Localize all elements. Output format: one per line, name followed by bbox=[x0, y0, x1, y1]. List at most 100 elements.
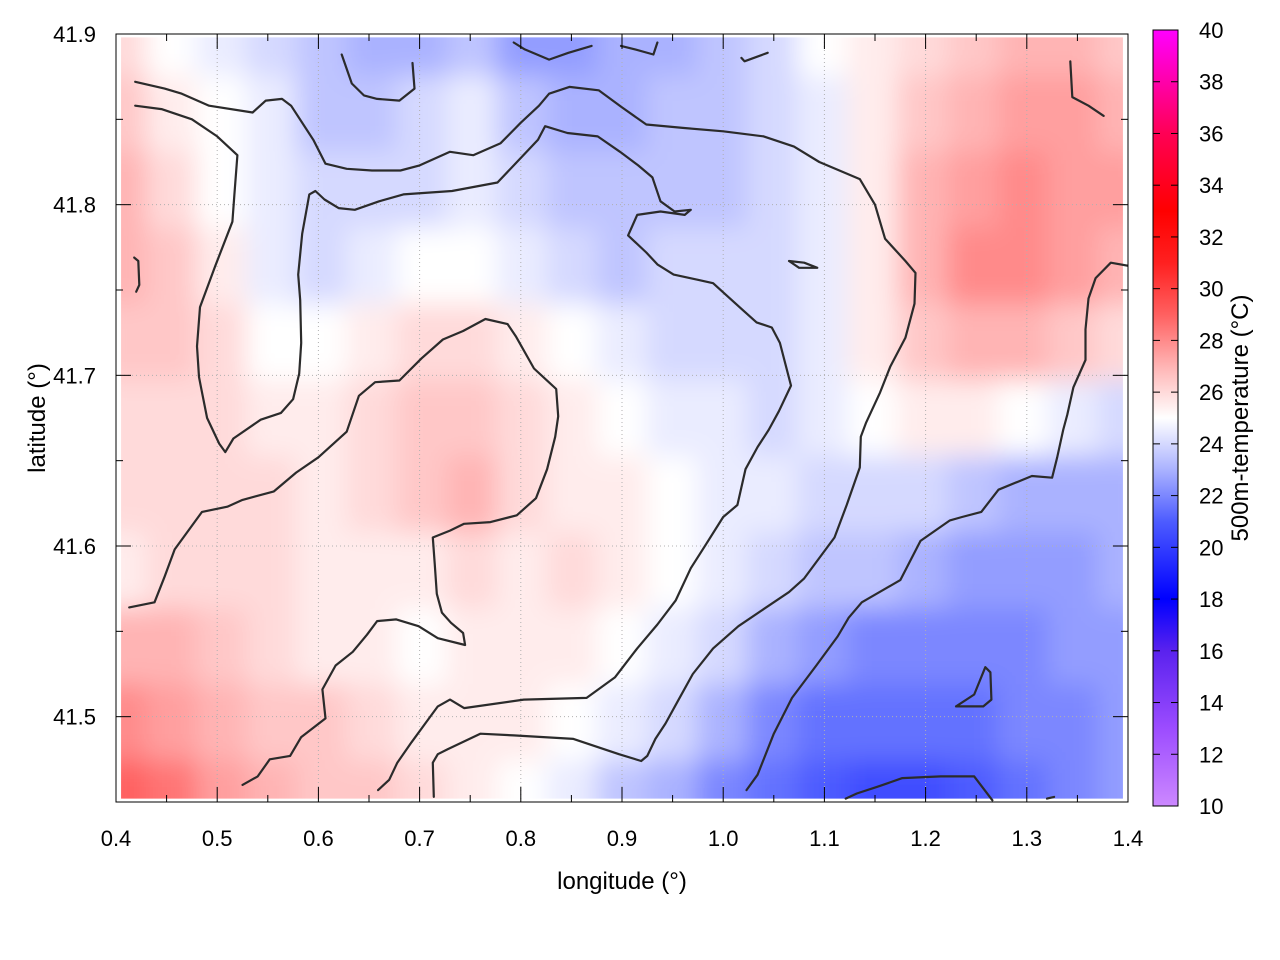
contour-line bbox=[134, 80, 917, 798]
heatmap-cell bbox=[396, 379, 448, 458]
heatmap-cell bbox=[121, 760, 148, 799]
heatmap-cell bbox=[546, 227, 598, 305]
colorbar-tick-label: 38 bbox=[1199, 70, 1223, 95]
heatmap-cell bbox=[496, 303, 548, 381]
heatmap-cell bbox=[647, 760, 699, 799]
heatmap-cell bbox=[1047, 608, 1099, 686]
heatmap-cell bbox=[897, 151, 949, 229]
heatmap-cell bbox=[747, 75, 799, 153]
heatmap-cell bbox=[847, 684, 899, 762]
colorbar-tick-label: 22 bbox=[1199, 484, 1223, 509]
heatmap-cell bbox=[396, 532, 448, 610]
y-tick-label: 41.7 bbox=[53, 363, 96, 388]
heatmap-cell bbox=[1047, 37, 1099, 77]
heatmap-cell bbox=[647, 75, 699, 153]
colorbar-tick-label: 40 bbox=[1199, 18, 1223, 43]
heatmap-cell bbox=[747, 456, 799, 534]
heatmap-cell bbox=[747, 151, 799, 229]
heatmap-cell bbox=[747, 760, 799, 799]
colorbar-label: 500m-temperature (°C) bbox=[1227, 294, 1254, 541]
heatmap-cell bbox=[797, 379, 849, 458]
heatmap-cell bbox=[246, 227, 298, 305]
heatmap-cell bbox=[146, 684, 198, 762]
heatmap-cell bbox=[797, 760, 849, 799]
heatmap-cell bbox=[496, 608, 548, 686]
heatmap-cell bbox=[747, 379, 799, 458]
heatmap-cell bbox=[246, 37, 298, 77]
heatmap-cell bbox=[697, 379, 749, 458]
heatmap-cell bbox=[697, 608, 749, 686]
heatmap-cell bbox=[1097, 456, 1123, 534]
colorbar-frame bbox=[1152, 29, 1179, 807]
heatmap-cell bbox=[396, 684, 448, 762]
heatmap-cell bbox=[246, 151, 298, 229]
heatmap-cell bbox=[797, 608, 849, 686]
heatmap-cell bbox=[196, 760, 248, 799]
heatmap-cell bbox=[246, 379, 298, 458]
contour-line bbox=[133, 256, 141, 293]
heatmap-cell bbox=[296, 608, 348, 686]
contour-line bbox=[619, 41, 659, 56]
x-tick-label: 0.5 bbox=[202, 826, 233, 851]
heatmap-cell bbox=[146, 608, 198, 686]
heatmap-cell bbox=[346, 532, 398, 610]
heatmap-cell bbox=[997, 760, 1049, 799]
heatmap-cell bbox=[121, 227, 148, 305]
heatmap-cell bbox=[1047, 760, 1099, 799]
x-tick-label: 0.4 bbox=[101, 826, 132, 851]
heatmap-cell bbox=[897, 456, 949, 534]
heatmap-cell bbox=[947, 227, 999, 305]
axis-ticks bbox=[115, 33, 1129, 803]
heatmap-cell bbox=[496, 456, 548, 534]
heatmap-cell bbox=[947, 75, 999, 153]
heatmap-cell bbox=[897, 75, 949, 153]
heatmap-cell bbox=[897, 227, 949, 305]
heatmap-cell bbox=[346, 303, 398, 381]
heatmap-cell bbox=[797, 532, 849, 610]
heatmap-cell bbox=[647, 608, 699, 686]
heatmap-cell bbox=[496, 75, 548, 153]
heatmap-cell bbox=[246, 760, 298, 799]
heatmap-cell bbox=[647, 456, 699, 534]
heatmap-cell bbox=[1047, 684, 1099, 762]
heatmap-cell bbox=[947, 456, 999, 534]
heatmap-cell bbox=[1047, 379, 1099, 458]
heatmap-cell bbox=[797, 227, 849, 305]
heatmap-cell bbox=[1097, 75, 1123, 153]
heatmap-cell bbox=[947, 303, 999, 381]
heatmap-cell bbox=[897, 684, 949, 762]
colorbar-tick-label: 16 bbox=[1199, 639, 1223, 664]
heatmap-cell bbox=[697, 303, 749, 381]
heatmap-cell bbox=[897, 303, 949, 381]
heatmap-cell bbox=[1047, 151, 1099, 229]
heatmap-cell bbox=[847, 151, 899, 229]
heatmap-cell bbox=[847, 760, 899, 799]
heatmap-cell bbox=[997, 456, 1049, 534]
heatmap-cell bbox=[196, 37, 248, 77]
heatmap-cell bbox=[997, 684, 1049, 762]
heatmap-cell bbox=[496, 227, 548, 305]
heatmap-cell bbox=[1047, 75, 1099, 153]
colorbar-tick-label: 10 bbox=[1199, 794, 1223, 819]
heatmap-cell bbox=[546, 608, 598, 686]
heatmap-cell bbox=[346, 684, 398, 762]
heatmap-cell bbox=[997, 75, 1049, 153]
heatmap-cell bbox=[196, 684, 248, 762]
heatmap-cell bbox=[647, 684, 699, 762]
colorbar-tick-label: 20 bbox=[1199, 535, 1223, 560]
heatmap-cell bbox=[847, 303, 899, 381]
y-tick-label: 41.9 bbox=[53, 22, 96, 47]
heatmap-cell bbox=[997, 608, 1049, 686]
colorbar-tick-label: 26 bbox=[1199, 380, 1223, 405]
heatmap-cell bbox=[146, 37, 198, 77]
heatmap-cell bbox=[121, 37, 148, 77]
heatmap-cell bbox=[797, 303, 849, 381]
heatmap-cell bbox=[296, 303, 348, 381]
contour-line bbox=[740, 51, 769, 63]
colorbar-tick-label: 18 bbox=[1199, 587, 1223, 612]
heatmap-cell bbox=[546, 151, 598, 229]
contour-line bbox=[1045, 795, 1056, 800]
heatmap-cell bbox=[997, 532, 1049, 610]
heatmap-cell bbox=[1097, 684, 1123, 762]
heatmap-cell bbox=[121, 456, 148, 534]
